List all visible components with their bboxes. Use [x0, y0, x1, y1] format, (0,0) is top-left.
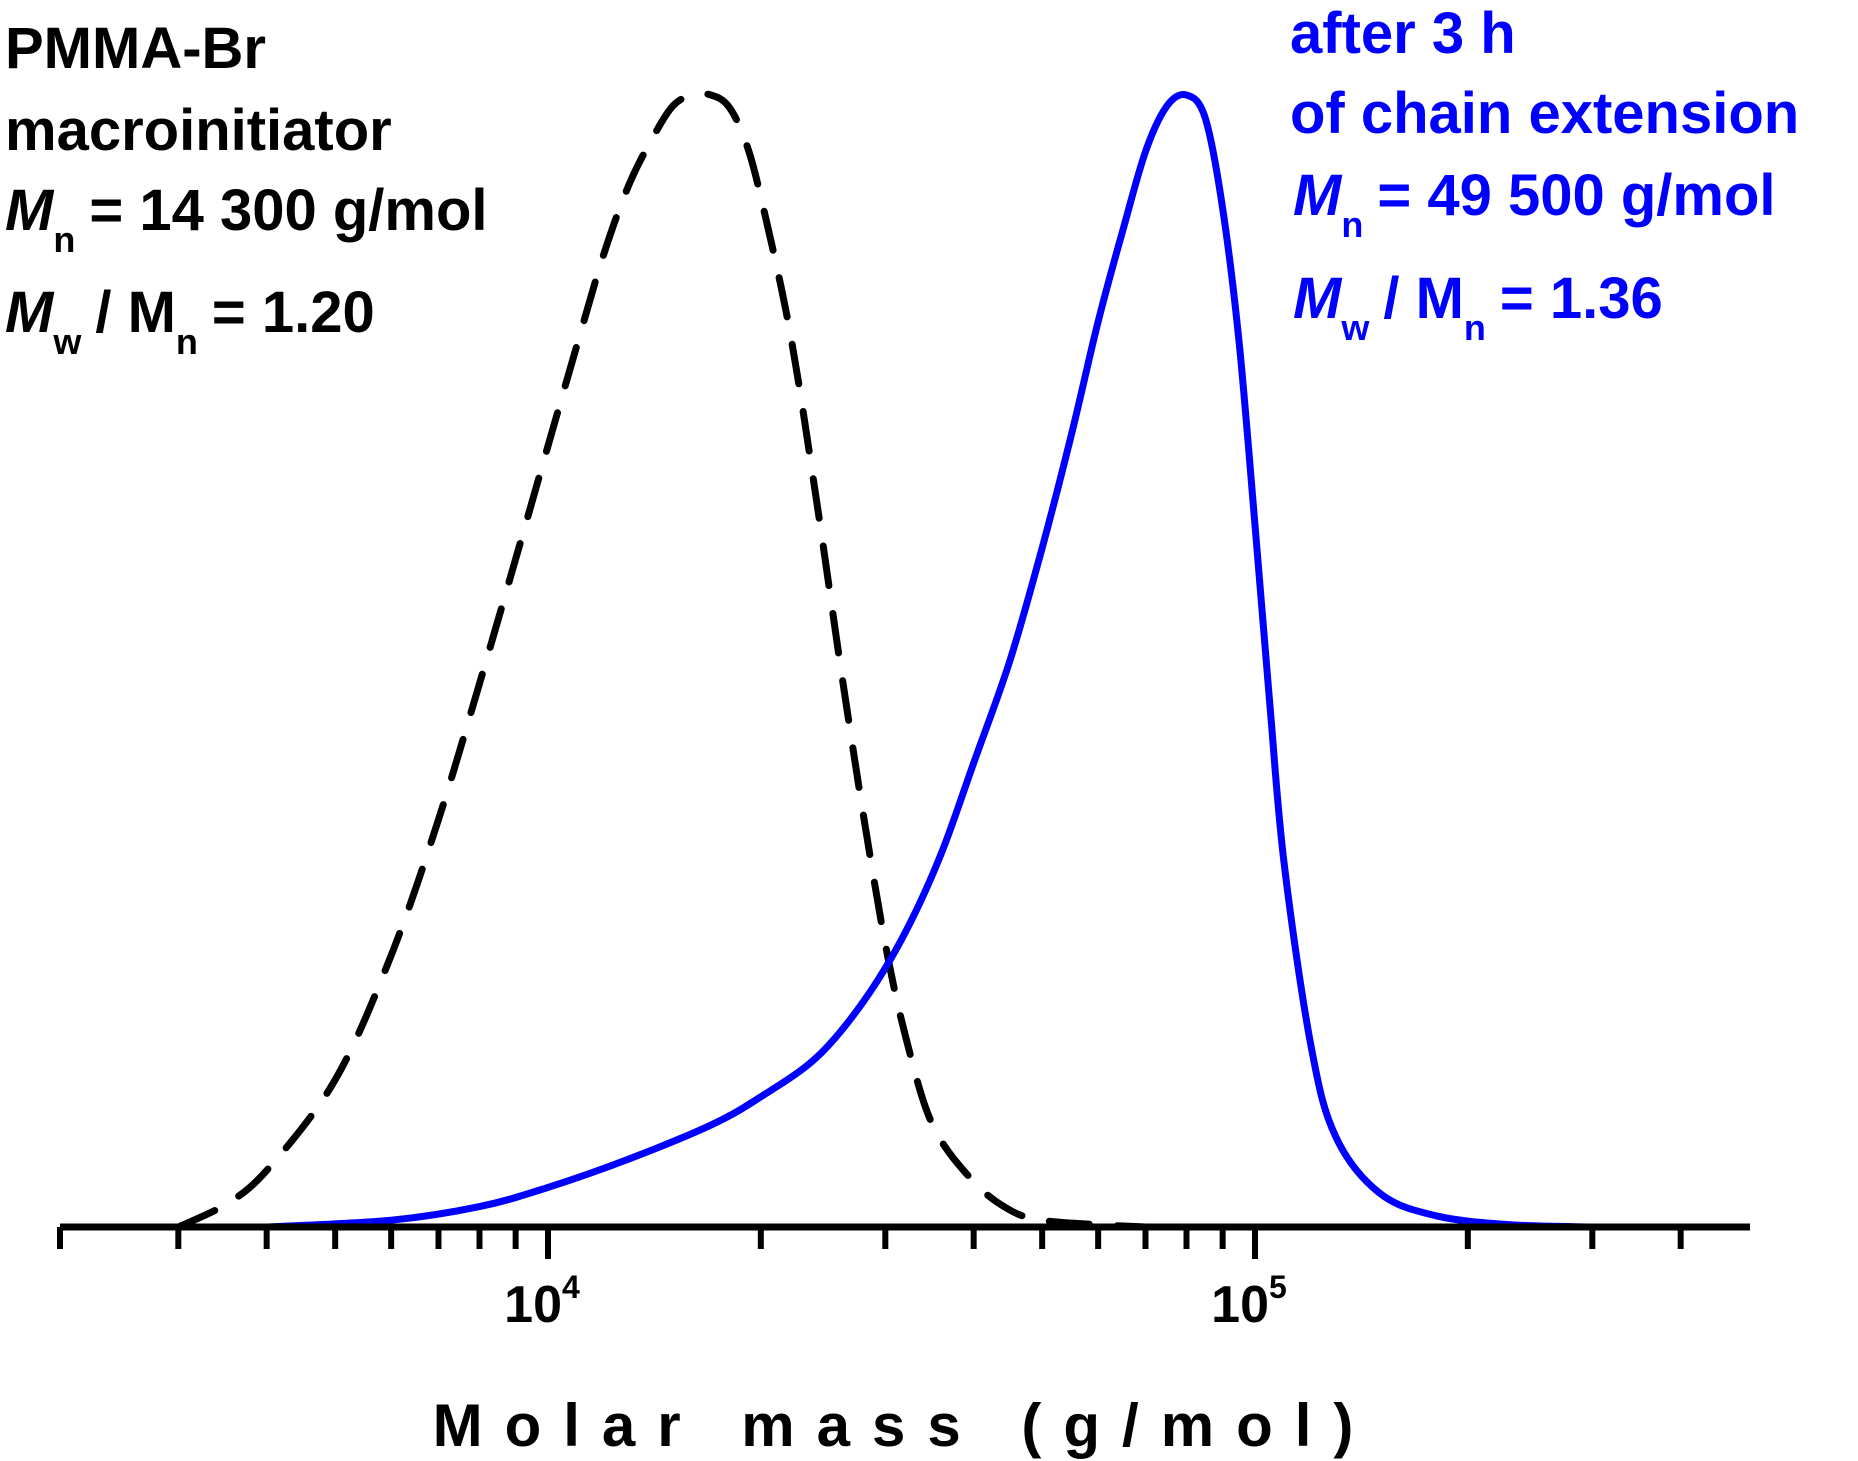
tick-label-10-5: 105 [1211, 1269, 1287, 1334]
tick-label-exponent: 4 [562, 1269, 580, 1305]
annotation-right-mn: Mn = 49 500 g/mol [1293, 163, 1775, 245]
tick-label-10-4: 104 [504, 1269, 580, 1334]
mn-value: = 14 300 g/mol [89, 178, 487, 243]
series-line-chain-extension [263, 91, 1596, 1231]
mn-symbol: M [5, 178, 55, 243]
pdi-subscript-w: w [52, 321, 82, 362]
pdi-slash-m: / M [95, 280, 176, 345]
pdi-value: = 1.36 [1500, 266, 1663, 331]
tick-label-base: 10 [504, 1276, 562, 1334]
annotation-left-line2: macroinitiator [5, 98, 392, 163]
curves-layer [174, 90, 1596, 1231]
x-axis-label: Molar mass (g/mol) [433, 1392, 1376, 1459]
pdi-subscript-n: n [1464, 307, 1486, 348]
mn-value: = 49 500 g/mol [1377, 163, 1775, 228]
pdi-subscript-n: n [176, 321, 198, 362]
pdi-value: = 1.20 [212, 280, 375, 345]
annotation-right-line2: of chain extension [1290, 81, 1799, 146]
pdi-symbol: M [1293, 266, 1343, 331]
mn-symbol: M [1293, 163, 1343, 228]
annotation-right-pdi: Mw / Mn = 1.36 [1293, 266, 1663, 348]
pdi-symbol: M [5, 280, 55, 345]
pdi-subscript-w: w [1340, 307, 1370, 348]
annotation-macroinitiator: PMMA-Br macroinitiator Mn = 14 300 g/mol … [5, 16, 487, 362]
annotation-left-line1: PMMA-Br [5, 16, 266, 81]
pdi-slash-m: / M [1383, 266, 1464, 331]
x-axis: 104 105 [57, 1223, 1750, 1334]
annotation-left-pdi: Mw / Mn = 1.20 [5, 280, 375, 362]
series-line-macroinitiator [174, 90, 1149, 1231]
tick-label-base: 10 [1211, 1276, 1269, 1334]
annotation-chain-extension: after 3 h of chain extension Mn = 49 500 … [1290, 1, 1799, 348]
x-axis-tick-labels: 104 105 [504, 1269, 1287, 1334]
annotation-left-mn: Mn = 14 300 g/mol [5, 178, 487, 260]
mn-subscript: n [1341, 204, 1363, 245]
x-axis-ticks [57, 1227, 1684, 1259]
mn-subscript: n [53, 219, 75, 260]
annotation-right-line1: after 3 h [1290, 1, 1516, 66]
tick-label-exponent: 5 [1269, 1269, 1287, 1305]
